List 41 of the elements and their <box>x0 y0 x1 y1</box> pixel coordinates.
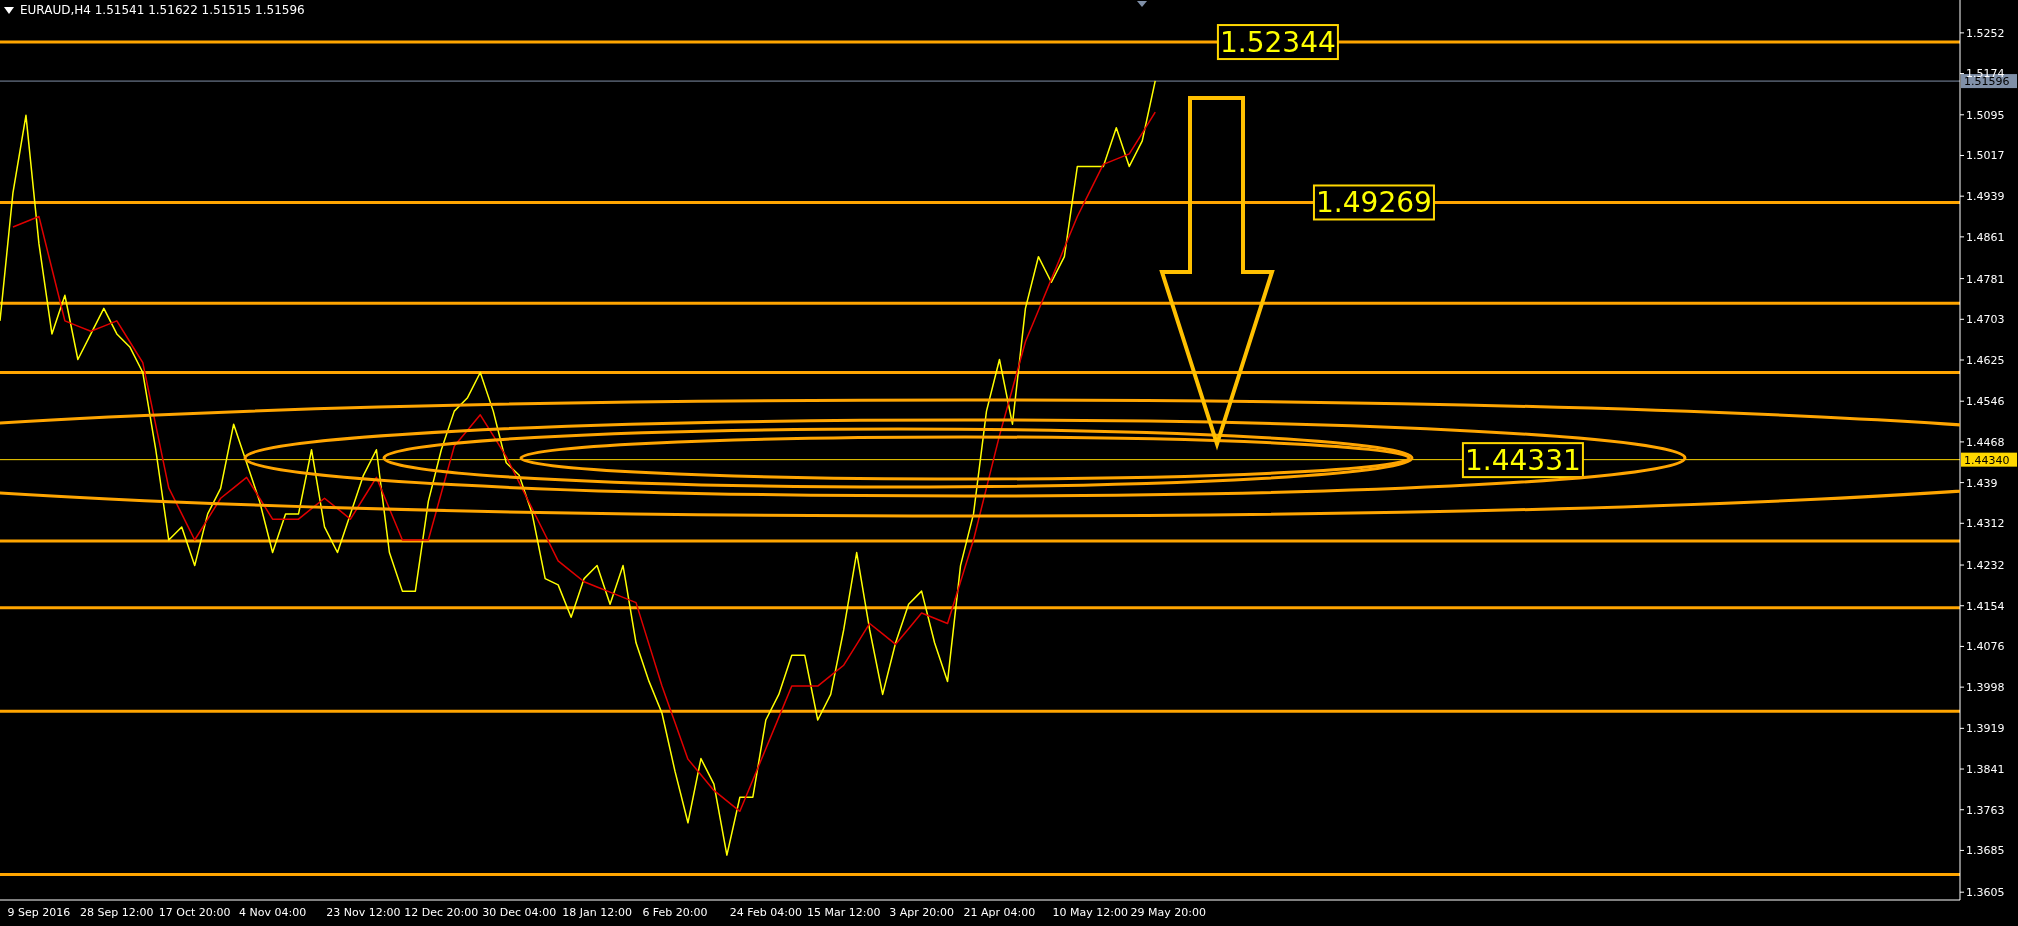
x-tick-label: 6 Feb 20:00 <box>642 905 708 919</box>
y-tick-label: 1.3841 <box>1966 762 2005 776</box>
y-tick-label: 1.5017 <box>1966 149 2005 163</box>
x-tick-label: 18 Jan 12:00 <box>562 905 632 919</box>
annotation: 1.49269 <box>1316 186 1432 220</box>
x-tick-label: 9 Sep 2016 <box>7 905 71 919</box>
x-tick-label: 12 Dec 20:00 <box>404 905 479 919</box>
y-tick-label: 1.3763 <box>1966 803 2005 817</box>
y-tick-label: 1.4312 <box>1966 517 2005 531</box>
y-tick-label: 1.4076 <box>1966 640 2005 654</box>
annotation: 1.52344 <box>1220 26 1336 60</box>
x-tick-label: 15 Mar 12:00 <box>806 905 881 919</box>
x-tick-label: 17 Oct 20:00 <box>158 905 231 919</box>
y-tick-label: 1.4703 <box>1966 313 2005 327</box>
y-tick-label: 1.4625 <box>1966 353 2005 367</box>
x-tick-label: 4 Nov 04:00 <box>239 905 307 919</box>
chart-title: EURAUD,H4 1.51541 1.51622 1.51515 1.51596 <box>20 3 305 17</box>
x-tick-label: 3 Apr 20:00 <box>889 905 954 919</box>
y-tick-label: 1.3998 <box>1966 681 2005 695</box>
y-tick-label: 1.5095 <box>1966 108 2005 122</box>
x-tick-label: 23 Nov 12:00 <box>326 905 401 919</box>
y-tick-label: 1.3919 <box>1966 722 2005 736</box>
y-tick-label: 1.4154 <box>1966 599 2005 613</box>
x-tick-label: 29 May 20:00 <box>1130 905 1206 919</box>
ref-line-label: 1.44340 <box>1964 453 2010 467</box>
y-tick-label: 1.439 <box>1966 476 1998 490</box>
x-tick-label: 24 Feb 04:00 <box>729 905 802 919</box>
y-tick-label: 1.3605 <box>1966 886 2005 900</box>
y-tick-label: 1.4861 <box>1966 230 2005 244</box>
x-tick-label: 30 Dec 04:00 <box>482 905 557 919</box>
y-tick-label: 1.4232 <box>1966 558 2005 572</box>
y-tick-label: 1.3685 <box>1966 844 2005 858</box>
y-tick-label: 1.4468 <box>1966 435 2005 449</box>
y-tick-label: 1.4939 <box>1966 190 2005 204</box>
annotation: 1.44331 <box>1465 444 1581 478</box>
y-tick-label: 1.4781 <box>1966 272 2005 286</box>
x-tick-label: 10 May 12:00 <box>1052 905 1129 919</box>
x-tick-label: 28 Sep 12:00 <box>80 905 154 919</box>
y-tick-label: 1.5252 <box>1966 26 2005 40</box>
y-tick-label: 1.4546 <box>1966 395 2005 409</box>
x-tick-label: 21 Apr 04:00 <box>963 905 1036 919</box>
